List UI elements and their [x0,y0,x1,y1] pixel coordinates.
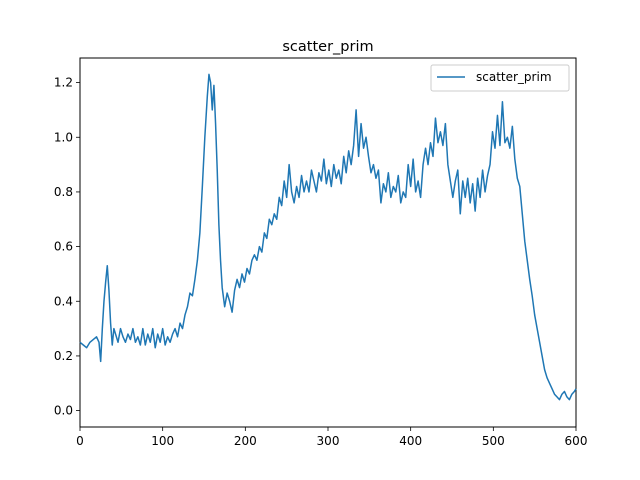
x-tick-label: 200 [234,434,257,448]
y-tick-label: 0.0 [54,404,73,418]
y-tick-label: 0.6 [54,240,73,254]
x-tick-label: 600 [565,434,588,448]
x-tick-label: 0 [76,434,84,448]
x-tick-label: 500 [482,434,505,448]
y-axis-ticks: 0.0 0.2 0.4 0.6 0.8 1.0 1.2 [54,76,80,418]
legend: scatter_prim [430,64,570,92]
x-tick-label: 400 [399,434,422,448]
y-tick-label: 0.2 [54,349,73,363]
x-axis-ticks: 0 100 200 300 400 500 600 [76,427,587,448]
series-line-scatter-prim [79,73,577,401]
y-tick-label: 0.4 [54,294,73,308]
y-tick-label: 1.2 [54,76,73,90]
legend-box [430,64,570,92]
x-tick-label: 100 [151,434,174,448]
y-tick-label: 1.0 [54,130,73,144]
x-tick-label: 300 [317,434,340,448]
legend-label: scatter_prim [476,70,552,84]
chart-title: scatter_prim [282,39,373,55]
y-tick-label: 0.8 [54,185,73,199]
